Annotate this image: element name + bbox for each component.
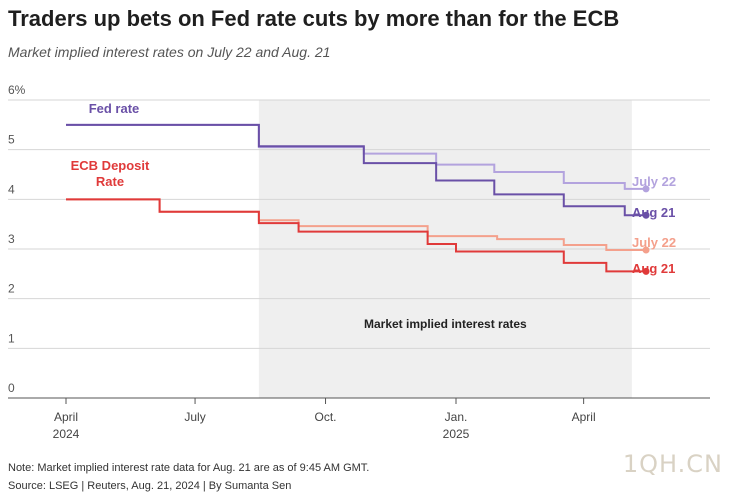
y-tick-label: 0 [8,381,15,395]
series-end-label: July 22 [632,174,676,189]
x-tick-year-label: 2024 [53,427,80,441]
y-tick-label: 3 [8,232,15,246]
ecb-rate-label: ECB Deposit [71,158,150,173]
chart-source: Source: LSEG | Reuters, Aug. 21, 2024 | … [8,480,292,492]
x-tick-year-label: 2025 [443,427,470,441]
x-tick-label: Jan. [445,410,468,424]
ecb-rate-label-line2: Rate [96,174,124,189]
x-tick-label: April [54,410,78,424]
series-end-label: Aug 21 [632,261,675,276]
x-tick-label: April [572,410,596,424]
chart-subtitle: Market implied interest rates on July 22… [8,44,331,60]
series-end-label: July 22 [632,235,676,250]
series-end-point [642,185,650,193]
series-line [66,198,647,273]
series-end-label: Aug 21 [632,205,675,220]
series-end-point [642,267,650,275]
series-end-point [642,211,650,219]
chart-title: Traders up bets on Fed rate cuts by more… [8,6,620,31]
y-tick-label: 6% [8,83,26,97]
chart-note: Note: Market implied interest rate data … [8,462,370,474]
watermark-logo: 1QH.CN [622,450,723,478]
fed-rate-label: Fed rate [89,101,140,116]
x-tick-label: Oct. [315,410,337,424]
y-tick-label: 1 [8,331,15,345]
y-tick-label: 2 [8,282,15,296]
series-line [66,123,647,217]
y-tick-label: 4 [8,182,15,196]
x-tick-label: July [184,410,205,424]
shaded-region-label: Market implied interest rates [364,317,527,331]
y-tick-label: 5 [8,133,15,147]
series-end-point [642,246,650,254]
